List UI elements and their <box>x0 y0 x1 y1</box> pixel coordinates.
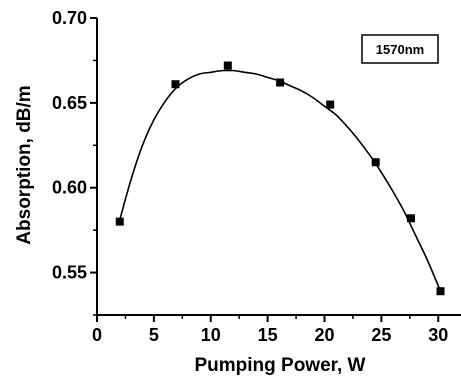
y-tick-label: 0.55 <box>52 263 87 283</box>
data-point <box>371 158 380 167</box>
x-axis-label: Pumping Power, W <box>194 355 365 376</box>
legend: 1570nm <box>361 34 439 64</box>
x-tick-label: 15 <box>258 325 278 345</box>
data-marks <box>115 61 445 296</box>
data-point <box>115 217 124 226</box>
axes: 0 5 10 15 20 25 30 0.55 0.60 0.65 0.70 <box>52 8 461 345</box>
data-point <box>436 287 445 296</box>
x-tick-label: 30 <box>428 325 448 345</box>
legend-box <box>361 34 439 64</box>
data-point <box>276 78 285 87</box>
x-tick-label: 5 <box>149 325 159 345</box>
x-tick-label: 20 <box>314 325 334 345</box>
x-tick-label: 0 <box>92 325 102 345</box>
fit-curve-line <box>118 69 442 292</box>
y-tick-label: 0.60 <box>52 178 87 198</box>
x-tick-label: 10 <box>201 325 221 345</box>
data-point <box>223 61 232 70</box>
y-tick-label: 0.70 <box>52 8 87 28</box>
x-tick-label: 25 <box>371 325 391 345</box>
data-point <box>171 80 180 89</box>
y-tick-label: 0.65 <box>52 93 87 113</box>
data-point <box>326 100 335 109</box>
data-point <box>406 214 415 223</box>
legend-label: 1570nm <box>376 42 424 57</box>
y-axis-label: Absorption, dB/m <box>14 85 35 244</box>
